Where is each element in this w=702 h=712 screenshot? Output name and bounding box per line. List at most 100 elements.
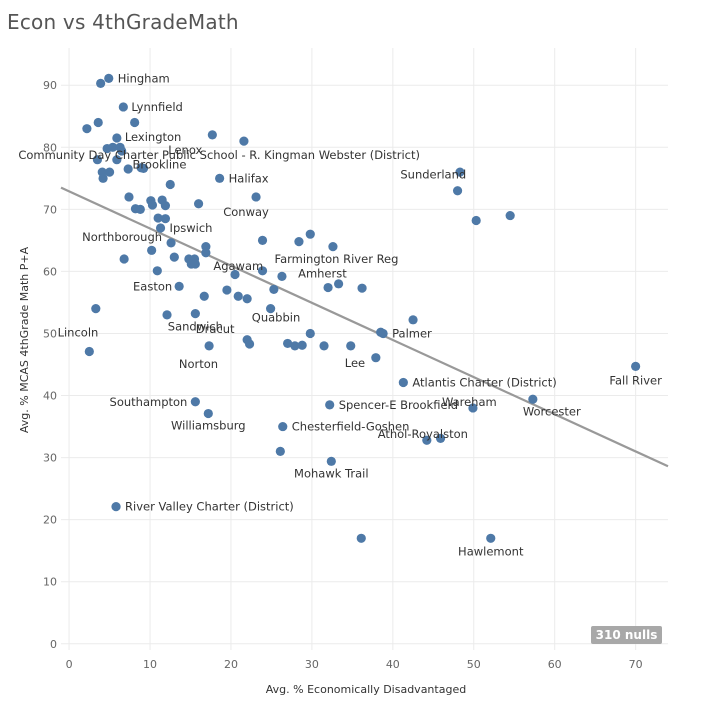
data-point[interactable]	[278, 421, 288, 432]
data-point[interactable]	[135, 204, 145, 214]
data-point[interactable]	[169, 252, 179, 262]
data-point[interactable]	[357, 283, 367, 293]
data-point[interactable]	[323, 282, 333, 293]
data-point[interactable]	[119, 254, 129, 264]
data-point[interactable]	[193, 199, 204, 209]
data-point[interactable]	[136, 163, 146, 173]
data-point[interactable]	[471, 215, 481, 226]
data-point[interactable]	[239, 136, 249, 146]
data-point[interactable]	[112, 133, 122, 143]
point-label: Sunderland	[400, 168, 466, 182]
point-label: Lenox	[168, 143, 202, 157]
data-point[interactable]	[319, 341, 329, 351]
data-point[interactable]	[118, 102, 128, 112]
y-axis-title: Avg. % MCAS 4thGrade Math P+A	[18, 246, 31, 433]
data-point[interactable]	[98, 173, 108, 183]
data-point[interactable]	[82, 124, 92, 134]
data-point[interactable]	[233, 291, 243, 301]
data-point[interactable]	[215, 173, 225, 183]
data-point[interactable]	[160, 214, 171, 224]
data-point[interactable]	[455, 167, 465, 177]
data-point[interactable]	[130, 117, 140, 128]
data-point[interactable]	[165, 179, 175, 190]
x-axis-ticks: 0 10 20 30 40 50 60 70	[66, 658, 643, 671]
data-point[interactable]	[326, 456, 336, 466]
data-point[interactable]	[207, 130, 217, 140]
data-point[interactable]	[96, 78, 106, 88]
data-point[interactable]	[334, 279, 344, 289]
data-point[interactable]	[257, 235, 268, 245]
data-point[interactable]	[84, 346, 94, 357]
data-point[interactable]	[117, 146, 127, 156]
data-point[interactable]	[275, 446, 285, 457]
data-point[interactable]	[305, 229, 315, 239]
data-point[interactable]	[104, 73, 114, 84]
data-point[interactable]	[242, 294, 252, 304]
data-point[interactable]	[486, 533, 496, 543]
data-point[interactable]	[371, 353, 381, 363]
data-point[interactable]	[328, 241, 338, 252]
data-point[interactable]	[422, 435, 432, 445]
data-point[interactable]	[111, 502, 121, 512]
data-point[interactable]	[123, 164, 133, 174]
data-point[interactable]	[199, 291, 209, 301]
data-point[interactable]	[124, 192, 134, 202]
data-point[interactable]	[266, 304, 276, 314]
data-point[interactable]	[203, 408, 213, 419]
data-point[interactable]	[204, 341, 214, 351]
data-point[interactable]	[435, 433, 446, 443]
data-point[interactable]	[190, 397, 200, 407]
data-point[interactable]	[631, 361, 641, 371]
data-point[interactable]	[93, 117, 103, 128]
data-point[interactable]	[108, 142, 118, 152]
data-point[interactable]	[251, 192, 261, 202]
data-point[interactable]	[222, 285, 232, 295]
point-label: Lincoln	[58, 325, 99, 339]
data-point[interactable]	[528, 394, 538, 404]
data-point[interactable]	[190, 259, 200, 269]
point-label: Lexington	[125, 130, 182, 144]
data-point[interactable]	[505, 210, 515, 221]
data-point[interactable]	[297, 340, 307, 350]
point-label: Quabbin	[252, 310, 300, 324]
data-point[interactable]	[162, 310, 172, 320]
data-point[interactable]	[104, 167, 115, 177]
data-point[interactable]	[305, 328, 315, 339]
data-point[interactable]	[290, 341, 300, 351]
data-point[interactable]	[346, 341, 356, 351]
data-point[interactable]	[408, 315, 418, 325]
data-point[interactable]	[174, 281, 184, 291]
data-point[interactable]	[166, 238, 176, 248]
data-point[interactable]	[152, 266, 162, 276]
data-point[interactable]	[452, 186, 463, 196]
data-point[interactable]	[283, 338, 293, 349]
x-tick-label: 70	[629, 658, 643, 671]
data-point[interactable]	[92, 155, 103, 165]
data-point[interactable]	[160, 201, 171, 211]
data-point[interactable]	[269, 284, 279, 295]
data-point[interactable]	[325, 400, 335, 410]
gridlines	[61, 48, 668, 650]
data-point[interactable]	[91, 304, 101, 314]
data-point[interactable]	[190, 309, 200, 319]
data-point[interactable]	[201, 248, 211, 258]
data-point[interactable]	[294, 237, 304, 247]
data-point[interactable]	[147, 245, 157, 255]
data-point[interactable]	[378, 328, 388, 339]
data-point[interactable]	[244, 339, 255, 349]
y-tick-label: 30	[43, 452, 57, 465]
data-point[interactable]	[356, 533, 366, 543]
data-point[interactable]	[153, 213, 163, 223]
data-point[interactable]	[147, 200, 158, 210]
nulls-badge[interactable]: 310 nulls	[591, 626, 662, 644]
data-point[interactable]	[468, 403, 478, 413]
data-points[interactable]	[82, 73, 641, 543]
data-point[interactable]	[112, 155, 122, 165]
data-point[interactable]	[257, 266, 268, 276]
data-point[interactable]	[277, 271, 287, 281]
data-point[interactable]	[155, 223, 166, 233]
data-point[interactable]	[230, 269, 240, 280]
data-point[interactable]	[398, 377, 408, 388]
